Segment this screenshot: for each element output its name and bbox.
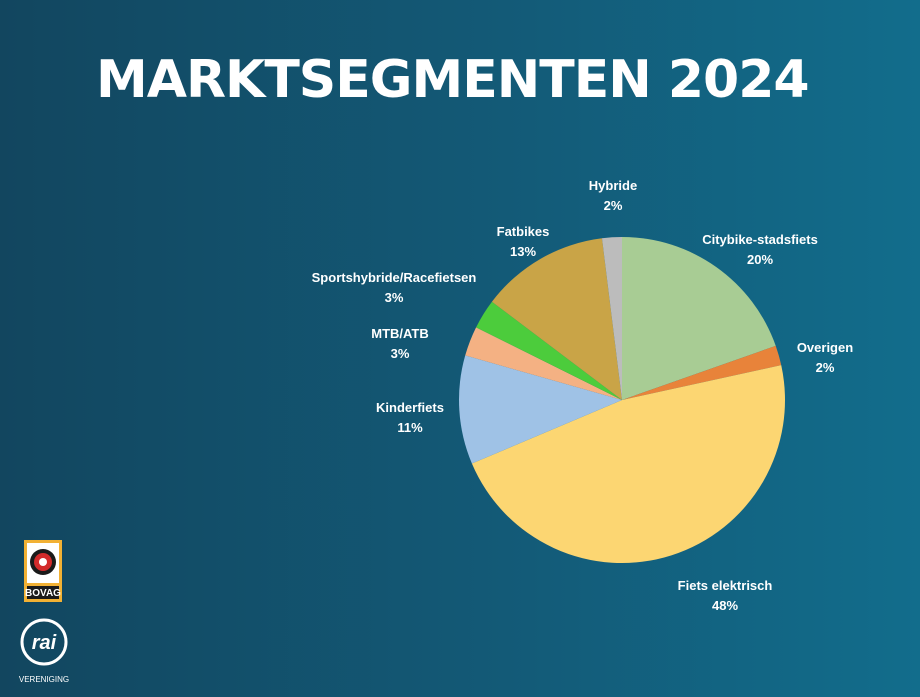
slice-value-label: 3%: [391, 346, 410, 361]
slice-value-label: 3%: [385, 290, 404, 305]
pie-slice-mtb-atb: [465, 327, 622, 400]
slice-label: MTB/ATB: [371, 326, 429, 341]
slice-label: Fiets elektrisch: [678, 578, 773, 593]
slice-value-label: 13%: [510, 244, 536, 259]
pie-slice-kinderfiets: [459, 355, 622, 464]
pie-slice-fatbikes: [491, 238, 622, 400]
bovag-logo: BOVAG: [24, 540, 62, 602]
slice-label: Hybride: [589, 178, 637, 193]
pie-slice-hybride: [601, 237, 622, 400]
slice-value-label: 48%: [712, 598, 738, 613]
slice-value-label: 2%: [604, 198, 623, 213]
rai-logo: rai VERENIGING: [19, 618, 69, 684]
slice-label: Kinderfiets: [376, 400, 444, 415]
vereniging-text: VERENIGING: [19, 675, 69, 684]
pie-slice-citybike-stadsfiets: [622, 237, 776, 400]
pie-slice-sportshybride-racefietsen: [476, 301, 622, 400]
bovag-text: BOVAG: [25, 588, 61, 599]
chart-title: MARKTSEGMENTEN 2024: [96, 50, 810, 110]
slice-value-label: 20%: [747, 252, 773, 267]
slice-label: Fatbikes: [497, 224, 550, 239]
pie-labels: Citybike-stadsfiets 20% Overigen 2% Fiets el…: [312, 178, 854, 613]
rai-text: rai: [32, 632, 57, 654]
slice-value-label: 2%: [816, 360, 835, 375]
pie-slices: [459, 237, 785, 563]
pie-slice-overigen: [622, 345, 782, 400]
slice-label: Citybike-stadsfiets: [702, 232, 818, 247]
pie-slice-fiets-elektrisch: [471, 365, 785, 563]
slice-value-label: 11%: [397, 420, 423, 435]
slice-label: Sportshybride/Racefietsen: [312, 270, 477, 285]
slice-label: Overigen: [797, 340, 853, 355]
